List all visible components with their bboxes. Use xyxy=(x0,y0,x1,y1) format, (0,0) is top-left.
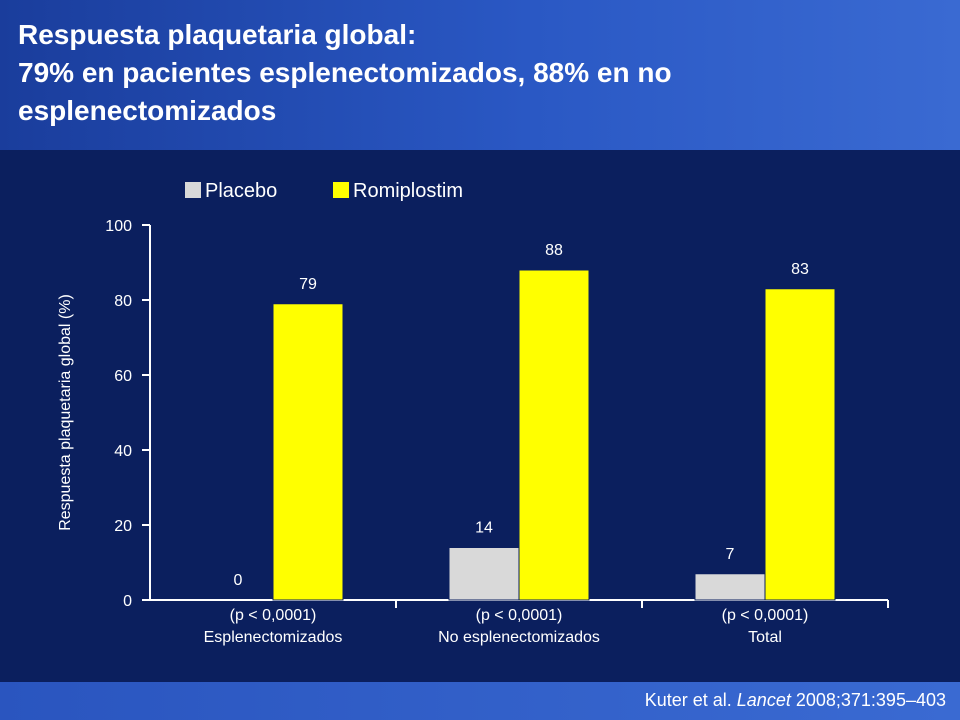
title-line-1: Respuesta plaquetaria global: xyxy=(18,19,417,50)
slide-footer: Kuter et al. Lancet 2008;371:395–403 xyxy=(0,682,960,720)
citation: Kuter et al. Lancet 2008;371:395–403 xyxy=(645,690,946,711)
y-tick-label: 80 xyxy=(114,293,132,310)
legend-label-placebo: Placebo xyxy=(205,180,277,202)
data-label-placebo-2: 14 xyxy=(475,520,493,537)
x-pvalue-label: (p < 0,0001) xyxy=(476,607,563,624)
title-line-2: 79% en pacientes esplenectomizados, 88% … xyxy=(18,57,672,88)
chart-area: 0 20 40 60 80 100 Respuesta plaquetaria global… xyxy=(0,150,960,682)
data-label-romiplostim-2: 88 xyxy=(545,242,563,259)
bar-placebo-3 xyxy=(694,573,766,601)
bar-placebo-2 xyxy=(448,547,520,601)
x-category-label: Esplenectomizados xyxy=(204,629,343,646)
data-label-romiplostim-3: 83 xyxy=(791,261,809,278)
slide-title: Respuesta plaquetaria global: 79% en pac… xyxy=(18,16,938,130)
x-category-label: Total xyxy=(748,629,782,646)
y-axis-label: Respuesta plaquetaria global (%) xyxy=(57,294,74,531)
bar-romiplostim-2 xyxy=(518,269,590,601)
data-label-placebo-3: 7 xyxy=(726,546,735,563)
citation-authors: Kuter et al. xyxy=(644,690,732,710)
title-line-3: esplenectomizados xyxy=(18,95,277,126)
slide-header: Respuesta plaquetaria global: 79% en pac… xyxy=(0,0,960,150)
bar-romiplostim-1 xyxy=(272,303,344,601)
legend-swatch-romiplostim xyxy=(333,182,349,198)
citation-journal: Lancet xyxy=(736,690,791,710)
data-label-romiplostim-1: 79 xyxy=(299,276,317,293)
citation-details: 2008;371:395–403 xyxy=(795,690,946,710)
y-tick-label: 100 xyxy=(105,218,132,235)
x-category-label: No esplenectomizados xyxy=(438,629,600,646)
y-tick-label: 60 xyxy=(114,368,132,385)
legend-swatch-placebo xyxy=(185,182,201,198)
y-tick-label: 20 xyxy=(114,518,132,535)
x-pvalue-label: (p < 0,0001) xyxy=(230,607,317,624)
y-tick-label: 0 xyxy=(123,593,132,610)
x-pvalue-label: (p < 0,0001) xyxy=(722,607,809,624)
legend-label-romiplostim: Romiplostim xyxy=(353,180,463,202)
bar-romiplostim-3 xyxy=(764,288,836,601)
y-tick-label: 40 xyxy=(114,443,132,460)
data-label-placebo-1: 0 xyxy=(234,572,243,589)
bar-chart: 0 20 40 60 80 100 Respuesta plaquetaria global… xyxy=(57,180,889,646)
